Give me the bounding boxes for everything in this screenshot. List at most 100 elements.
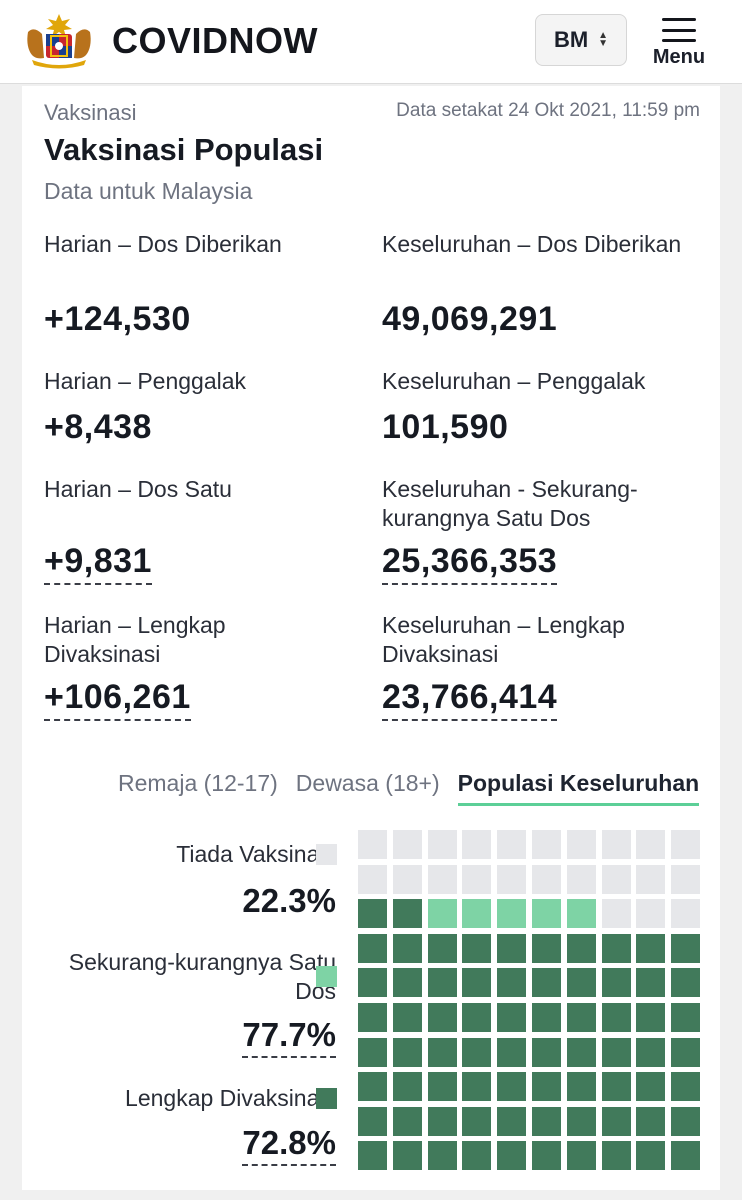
waffle-cell-full [671, 1037, 701, 1067]
waffle-cell-full [358, 1106, 387, 1136]
tab-whole-population[interactable]: Populasi Keseluruhan [457, 770, 700, 806]
waffle-cell-full [671, 1002, 701, 1032]
brand-title[interactable]: COVIDNOW [112, 20, 318, 61]
data-timestamp: Data setakat 24 Okt 2021, 11:59 pm [396, 100, 700, 121]
waffle-cell-full [531, 1106, 561, 1136]
waffle-cell-full [358, 1072, 387, 1102]
language-select[interactable]: BM ▲ ▼ [535, 14, 627, 66]
waffle-cell-full [531, 968, 561, 998]
waffle-cell-unvaccinated [671, 899, 701, 929]
menu-label: Menu [652, 46, 706, 68]
waffle-cell-full [531, 1002, 561, 1032]
waffle-cell-full [601, 1106, 631, 1136]
waffle-cell-unvaccinated [392, 864, 422, 894]
waffle-cell-unvaccinated [392, 830, 422, 859]
waffle-cell-full [497, 1002, 527, 1032]
waffle-cell-partial [462, 899, 492, 929]
waffle-cell-full [462, 1106, 492, 1136]
waffle-cell-full [636, 1002, 666, 1032]
tab-teens[interactable]: Remaja (12-17) [118, 770, 278, 796]
waffle-cell-unvaccinated [636, 899, 666, 929]
waffle-cell-full [497, 1106, 527, 1136]
waffle-cell-unvaccinated [566, 864, 596, 894]
daily-first-dose-label: Harian – Dos Satu [44, 476, 232, 502]
waffle-cell-full [566, 1141, 596, 1171]
waffle-cell-full [671, 1141, 701, 1171]
partial-percent[interactable]: 77.7% [242, 1016, 336, 1058]
waffle-cell-unvaccinated [671, 864, 701, 894]
legend-full-swatch [316, 1088, 337, 1109]
waffle-cell-unvaccinated [427, 864, 457, 894]
waffle-cell-full [531, 933, 561, 963]
card-title: Vaksinasi Populasi [44, 132, 324, 167]
waffle-cell-full [531, 1072, 561, 1102]
waffle-cell-full [427, 1141, 457, 1171]
waffle-cell-full [392, 1072, 422, 1102]
waffle-cell-full [671, 1072, 701, 1102]
daily-full-value[interactable]: +106,261 [44, 678, 191, 721]
waffle-cell-unvaccinated [531, 864, 561, 894]
language-value: BM [553, 27, 589, 52]
waffle-cell-full [427, 968, 457, 998]
waffle-chart [358, 830, 701, 1171]
waffle-cell-full [427, 1072, 457, 1102]
total-full-value[interactable]: 23,766,414 [382, 678, 558, 721]
waffle-cell-unvaccinated [636, 864, 666, 894]
card-subtitle: Data untuk Malaysia [44, 178, 253, 204]
waffle-cell-unvaccinated [636, 830, 666, 859]
tab-adults[interactable]: Dewasa (18+) [295, 770, 440, 796]
waffle-cell-partial [497, 899, 527, 929]
waffle-cell-full [636, 1141, 666, 1171]
legend-partial-swatch [316, 966, 337, 987]
waffle-cell-full [462, 1037, 492, 1067]
waffle-cell-full [497, 1141, 527, 1171]
full-percent[interactable]: 72.8% [242, 1124, 336, 1166]
hamburger-icon [662, 18, 696, 42]
waffle-cell-full [566, 1002, 596, 1032]
waffle-cell-full [392, 1002, 422, 1032]
waffle-cell-full [358, 1141, 387, 1171]
total-first-dose-value[interactable]: 25,366,353 [382, 542, 558, 585]
waffle-cell-full [392, 1106, 422, 1136]
waffle-cell-unvaccinated [671, 830, 701, 859]
waffle-cell-full [671, 968, 701, 998]
waffle-cell-full [636, 968, 666, 998]
daily-doses-label: Harian – Dos Diberikan [44, 231, 282, 257]
waffle-cell-full [531, 1037, 561, 1067]
waffle-cell-full [358, 933, 387, 963]
population-tabs: Remaja (12-17) Dewasa (18+) Populasi Kes… [118, 770, 700, 806]
waffle-cell-partial [531, 899, 561, 929]
waffle-cell-partial [566, 899, 596, 929]
legend-unvaccinated-swatch [316, 844, 337, 865]
waffle-cell-unvaccinated [601, 899, 631, 929]
waffle-cell-unvaccinated [497, 830, 527, 859]
waffle-cell-full [566, 1072, 596, 1102]
daily-booster-value: +8,438 [44, 408, 152, 446]
waffle-cell-full [601, 1002, 631, 1032]
waffle-cell-full [358, 1037, 387, 1067]
waffle-cell-full [497, 1072, 527, 1102]
daily-booster-label: Harian – Penggalak [44, 368, 247, 394]
waffle-cell-full [566, 1106, 596, 1136]
waffle-cell-full [427, 933, 457, 963]
waffle-cell-full [671, 933, 701, 963]
menu-button[interactable]: Menu [646, 16, 712, 74]
select-arrows-icon: ▲ ▼ [598, 30, 609, 49]
waffle-cell-unvaccinated [497, 864, 527, 894]
waffle-cell-unvaccinated [566, 830, 596, 859]
waffle-cell-full [392, 933, 422, 963]
waffle-cell-unvaccinated [601, 864, 631, 894]
total-doses-label: Keseluruhan – Dos Diberikan [382, 231, 682, 257]
total-booster-label: Keseluruhan – Penggalak [382, 368, 646, 394]
waffle-cell-full [462, 968, 492, 998]
waffle-cell-full [671, 1106, 701, 1136]
waffle-cell-full [601, 1141, 631, 1171]
vaccination-card: Vaksinasi Data setakat 24 Okt 2021, 11:5… [22, 86, 720, 1190]
waffle-cell-full [358, 1002, 387, 1032]
waffle-cell-unvaccinated [358, 864, 387, 894]
daily-first-dose-value[interactable]: +9,831 [44, 542, 152, 585]
waffle-cell-unvaccinated [358, 830, 387, 859]
malaysia-coat-of-arms-icon[interactable] [20, 12, 98, 70]
unvaccinated-percent: 22.3% [242, 882, 336, 919]
waffle-cell-full [358, 899, 387, 929]
